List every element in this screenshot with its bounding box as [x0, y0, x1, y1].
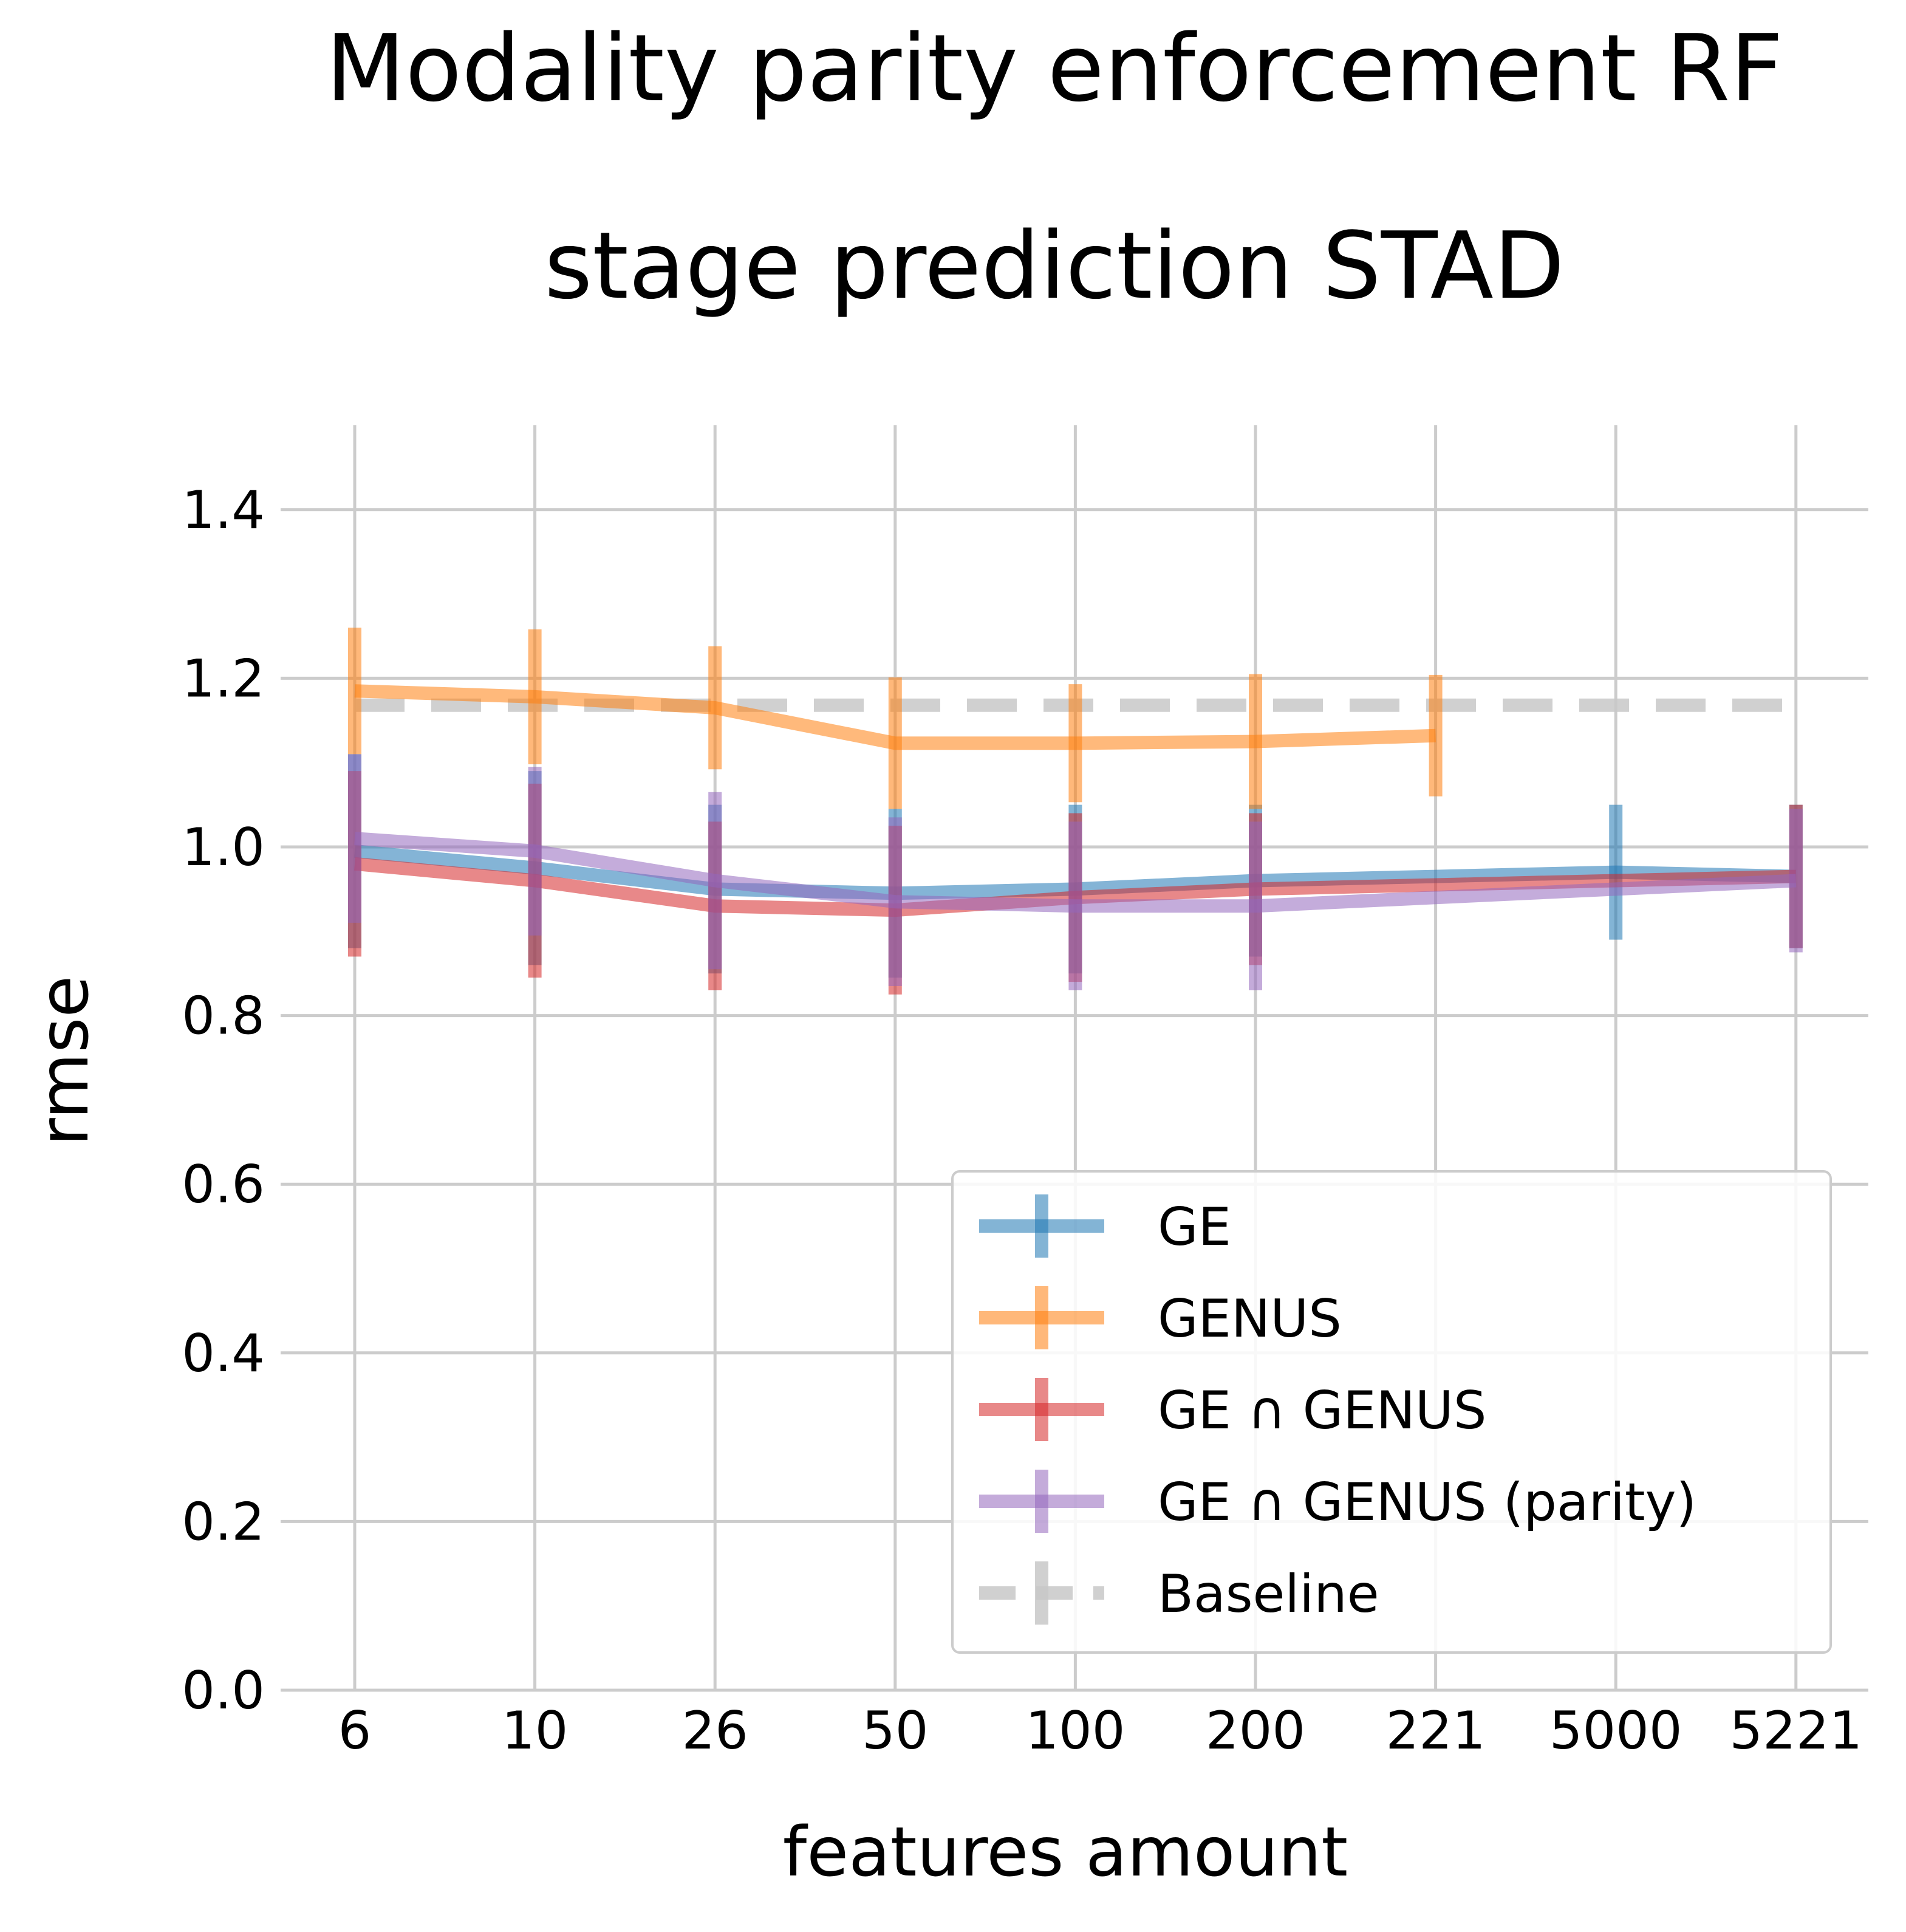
legend-item: Baseline: [979, 1561, 1379, 1625]
y-tick-label: 1.2: [182, 648, 265, 709]
y-tick-labels: 0.0 0.2 0.4 0.6 0.8 1.0 1.2 1.4: [182, 480, 265, 1721]
x-tick-label: 6: [338, 1701, 372, 1761]
legend-item: GE ∩ GENUS: [979, 1378, 1486, 1441]
legend-box: [951, 1170, 1832, 1654]
y-tick-label: 0.6: [182, 1154, 265, 1215]
y-tick-label: 1.0: [182, 817, 265, 878]
chart-title: Modality parity enforcement RF: [326, 15, 1783, 122]
legend-label: GE: [1158, 1197, 1231, 1258]
y-tick-label: 0.0: [182, 1660, 265, 1721]
x-tick-label: 10: [502, 1701, 568, 1761]
legend-item: GENUS: [979, 1286, 1342, 1349]
legend-item: GE ∩ GENUS (parity): [979, 1470, 1696, 1533]
legend-label: Baseline: [1158, 1564, 1379, 1625]
legend-label: GE ∩ GENUS (parity): [1158, 1472, 1696, 1533]
y-tick-label: 0.4: [182, 1323, 265, 1384]
chart-subtitle: stage prediction STAD: [544, 212, 1565, 320]
x-tick-label: 221: [1386, 1701, 1486, 1761]
y-tick-label: 0.8: [182, 986, 265, 1047]
legend-label: GE ∩ GENUS: [1158, 1380, 1486, 1441]
x-tick-label: 5221: [1729, 1701, 1862, 1761]
legend-label: GENUS: [1158, 1289, 1342, 1349]
y-tick-label: 1.4: [182, 480, 265, 541]
series-genus: [348, 628, 1443, 809]
x-axis-label: features amount: [783, 1813, 1348, 1892]
series-ge-genus-parity: [348, 754, 1803, 990]
y-tick-label: 0.2: [182, 1492, 265, 1552]
x-tick-label: 100: [1025, 1701, 1125, 1761]
x-tick-label: 26: [681, 1701, 748, 1761]
x-tick-labels: 6 10 26 50 100 200 221 5000 5221: [338, 1701, 1863, 1761]
x-tick-label: 200: [1206, 1701, 1305, 1761]
x-tick-label: 50: [862, 1701, 928, 1761]
x-tick-label: 5000: [1549, 1701, 1682, 1761]
legend-item: GE: [979, 1194, 1231, 1258]
series-layer: [348, 628, 1803, 995]
legend: GE GENUS GE ∩ GENUS GE ∩ GENUS (parity) Base…: [951, 1170, 1832, 1654]
y-axis-label: rmse: [25, 976, 104, 1146]
